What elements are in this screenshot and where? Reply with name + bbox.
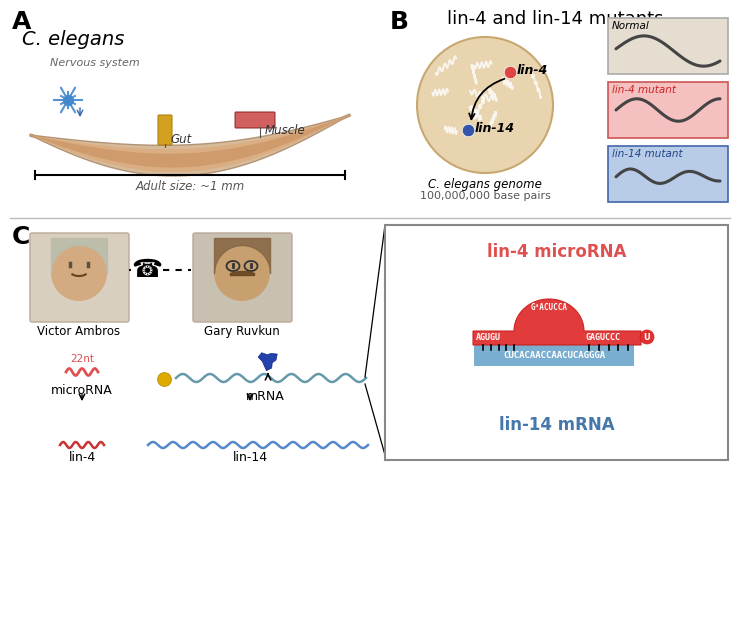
Text: Gary Ruvkun: Gary Ruvkun xyxy=(204,325,280,338)
Text: lin-4 mutant: lin-4 mutant xyxy=(612,85,676,95)
Text: mRNA: mRNA xyxy=(246,390,284,403)
Text: AGUGU: AGUGU xyxy=(476,333,501,341)
Text: Gut: Gut xyxy=(170,133,191,146)
FancyBboxPatch shape xyxy=(608,146,728,202)
Text: 22nt: 22nt xyxy=(70,354,94,364)
FancyBboxPatch shape xyxy=(30,233,129,322)
FancyBboxPatch shape xyxy=(235,112,275,128)
Text: 100,000,000 base pairs: 100,000,000 base pairs xyxy=(420,191,551,201)
Polygon shape xyxy=(30,114,350,176)
Text: Adult size: ~1 mm: Adult size: ~1 mm xyxy=(135,180,245,193)
Text: lin-14 mRNA: lin-14 mRNA xyxy=(499,416,614,434)
Text: lin-4: lin-4 xyxy=(68,451,95,464)
Text: C: C xyxy=(12,225,30,249)
Text: GAGUCCC: GAGUCCC xyxy=(586,333,621,341)
Text: lin-4 and lin-14 mutants: lin-4 and lin-14 mutants xyxy=(447,10,663,28)
Text: CUCACAACCAACUCAGGGA: CUCACAACCAACUCAGGGA xyxy=(503,350,605,360)
Circle shape xyxy=(214,245,270,301)
Text: C. elegans: C. elegans xyxy=(22,30,124,49)
Text: Muscle: Muscle xyxy=(265,124,306,137)
Polygon shape xyxy=(30,115,350,168)
Circle shape xyxy=(640,330,654,344)
Text: Victor Ambros: Victor Ambros xyxy=(38,325,121,338)
Polygon shape xyxy=(258,353,278,370)
Text: Nervous system: Nervous system xyxy=(50,58,140,68)
Text: lin-4: lin-4 xyxy=(517,64,548,77)
Text: ☎: ☎ xyxy=(132,258,163,282)
Polygon shape xyxy=(30,114,350,172)
Circle shape xyxy=(51,245,107,301)
FancyBboxPatch shape xyxy=(608,18,728,74)
Text: lin-4 microRNA: lin-4 microRNA xyxy=(487,243,626,261)
Circle shape xyxy=(417,37,553,173)
Text: lin-14: lin-14 xyxy=(232,451,268,464)
Text: C. elegans genome: C. elegans genome xyxy=(428,178,542,191)
Text: G⁴ACUCCA: G⁴ACUCCA xyxy=(531,302,568,311)
Text: A: A xyxy=(12,10,31,34)
FancyBboxPatch shape xyxy=(608,82,728,138)
FancyBboxPatch shape xyxy=(474,344,634,366)
FancyBboxPatch shape xyxy=(158,115,172,145)
Text: microRNA: microRNA xyxy=(51,384,113,397)
Text: lin-14 mutant: lin-14 mutant xyxy=(612,149,682,159)
FancyBboxPatch shape xyxy=(385,225,728,460)
Polygon shape xyxy=(473,299,641,345)
Text: Normal: Normal xyxy=(612,21,650,31)
Text: lin-14: lin-14 xyxy=(475,122,515,135)
Text: U: U xyxy=(644,333,650,341)
Text: B: B xyxy=(390,10,409,34)
FancyBboxPatch shape xyxy=(193,233,292,322)
